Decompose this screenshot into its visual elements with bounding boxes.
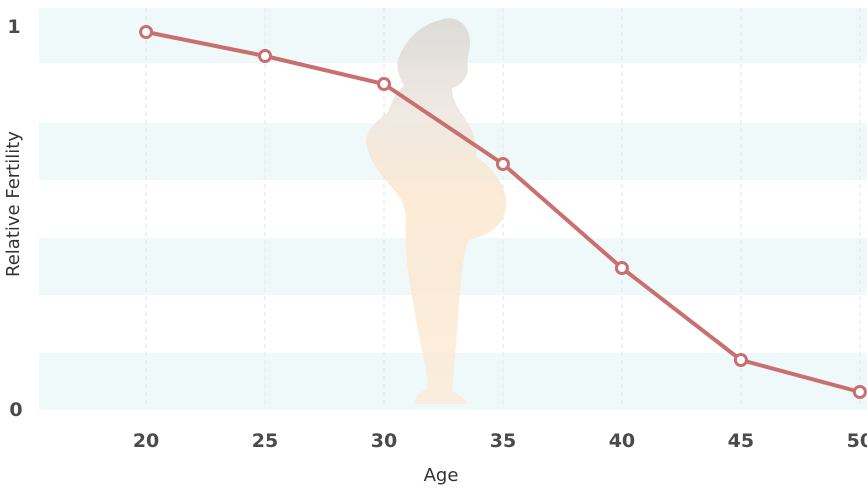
pregnant-woman-silhouette [366,18,507,404]
data-point-40 [614,261,629,275]
data-point-25 [258,49,273,63]
data-point-45 [733,353,748,367]
x-tick-label: 35 [490,430,516,452]
vertical-gridlines [145,8,861,408]
x-axis-label: Age [424,465,459,486]
fertility-series [139,25,867,399]
y-tick-label: 0 [9,399,22,421]
x-tick-label: 25 [252,430,278,452]
data-point-20 [139,25,154,39]
data-point-50 [852,385,867,399]
data-point-30 [377,77,391,91]
y-tick-label: 1 [7,16,20,38]
x-tick-label: 20 [133,430,159,452]
x-tick-label: 50 [847,430,867,452]
x-tick-label: 40 [609,430,635,452]
y-axis-label: Relative Fertility [3,131,24,277]
x-tick-label: 30 [371,430,397,452]
x-tick-label: 45 [728,430,754,452]
data-point-35 [495,157,510,171]
x-axis-ticks: 20 25 30 35 40 45 50 [133,430,867,452]
y-axis-ticks: 10 [7,16,22,421]
